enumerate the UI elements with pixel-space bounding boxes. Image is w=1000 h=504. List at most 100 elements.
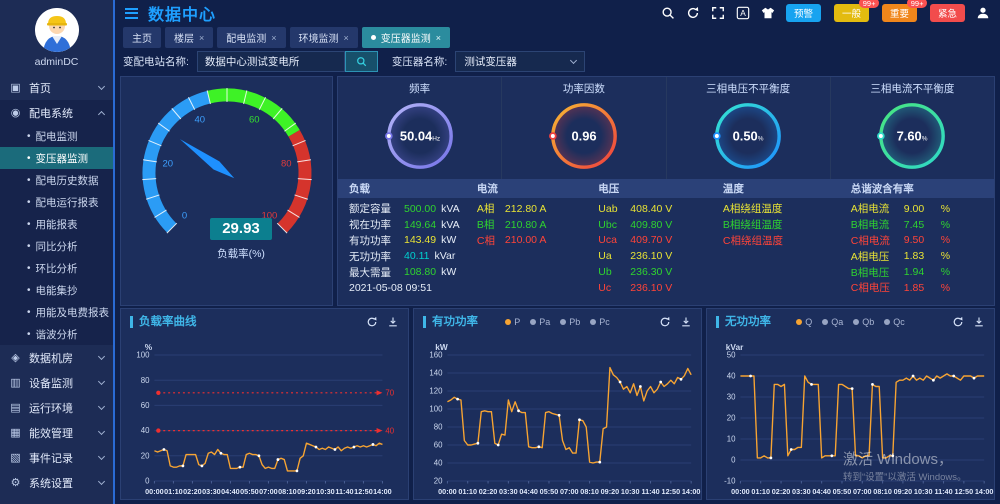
sidebar-item-home[interactable]: ▣ 首页 [0,75,113,100]
legend-item-Pc[interactable]: Pc [590,317,610,327]
ring-gauge-chart: 7.60% [877,103,946,169]
tab-主页[interactable]: 主页 [123,27,161,48]
sidebar-item-log[interactable]: ▧ 事件记录 [0,445,113,470]
alarm-badge[interactable]: 重要 99+ [881,0,927,22]
legend-item-P[interactable]: P [505,317,520,327]
table-body: 额定容量 500.00 kVA 视在功率 149.64 kVA 有功功率 143.49 kW 无功… [338,198,994,305]
menu-toggle-icon[interactable] [125,7,138,19]
svg-text:12:50: 12:50 [354,487,373,496]
ring-gauge-chart: 0.50% [713,103,781,169]
row-value: 236.10 V [630,250,673,263]
column-header: 温度 [722,183,744,195]
sidebar-subitem[interactable]: • 配电历史数据 [0,169,113,191]
sidebar-subitem[interactable]: • 配电监测 [0,125,113,147]
fullscreen-icon[interactable] [711,6,725,20]
legend-item-Qc[interactable]: Qc [884,317,905,327]
alarm-badge[interactable]: 预警 [785,4,821,22]
theme-icon[interactable] [761,6,775,20]
row-value: 1.83 [903,250,925,263]
sidebar-subitem[interactable]: • 用能及电费报表 [0,301,113,323]
sidebar-item-label: 事件记录 [29,452,73,465]
refresh-icon[interactable] [366,316,378,328]
table-row: 无功功率 40.11 kVar [349,248,466,264]
top-header: 数据中心 A 预警 一般 99+ 重要 99+ 紧急 [115,0,1000,26]
svg-text:00:00: 00:00 [731,487,750,496]
table-row: A相 212.80 A [477,201,587,217]
station-input[interactable] [196,50,345,72]
legend-dot-icon [505,319,512,325]
chevron-down-icon [97,352,106,360]
legend-item-Pb[interactable]: Pb [560,317,580,327]
transformer-select[interactable]: 测试变压器 [455,50,586,72]
row-value: 236.30 V [630,266,673,279]
svg-text:14:00: 14:00 [373,487,392,496]
alarm-badge[interactable]: 一般 99+ [833,0,879,22]
sidebar-subitem[interactable]: • 用能报表 [0,213,113,235]
sidebar-item-settings[interactable]: ⚙ 系统设置 [0,470,113,495]
table-row: Ubc 409.80 V [598,217,712,233]
chart-panel-2: 有功功率 P Pa Pb Pc 20 40 60 80 100 120 140 160 kW 00:00 01… [413,308,702,500]
tab-label: 变压器监测 [380,34,431,45]
user-icon[interactable] [976,6,990,20]
ring-gauge-chart: 0.96 [548,103,617,169]
svg-text:07:00: 07:00 [853,487,872,496]
tab-环境监测[interactable]: 环境监测 × [289,27,358,48]
close-icon[interactable]: × [271,32,277,43]
main-area: 数据中心 A 预警 一般 99+ 重要 99+ 紧急 [115,0,1000,504]
sidebar-item-power[interactable]: ◉ 配电系统 [0,100,113,125]
download-icon[interactable] [680,316,692,328]
svg-text:04:40: 04:40 [519,487,538,496]
sidebar-subitem[interactable]: • 同比分析 [0,235,113,257]
sidebar-item-server[interactable]: ◈ 数据机房 [0,345,113,370]
svg-text:80: 80 [434,423,443,432]
badge-count: 99+ [859,0,879,8]
svg-text:0: 0 [145,477,150,486]
download-icon[interactable] [387,316,399,328]
sidebar-subitem[interactable]: • 电能集抄 [0,279,113,301]
close-icon[interactable]: × [199,32,205,43]
search-icon[interactable] [661,6,675,20]
table-column: 额定容量 500.00 kVA 视在功率 149.64 kVA 有功功率 143.49 kW 无功… [338,201,466,305]
legend-item-Qa[interactable]: Qa [822,317,843,327]
station-search-button[interactable] [344,50,378,72]
svg-text:10:30: 10:30 [316,487,335,496]
row-value: 143.49 [404,234,437,247]
tab-楼层[interactable]: 楼层 × [165,27,214,48]
badge-label: 预警 [793,9,813,20]
sidebar-item-env[interactable]: ▤ 运行环境 [0,395,113,420]
power-icon: ◉ [10,107,21,119]
alarm-badge[interactable]: 紧急 [929,4,965,22]
refresh-icon[interactable] [659,316,671,328]
sidebar-subitem[interactable]: • 谐波分析 [0,323,113,345]
user-profile[interactable]: adminDC [0,0,113,75]
row-value: 40.11 [404,250,430,263]
legend-dot-icon [590,319,597,325]
sidebar-subitem[interactable]: • 环比分析 [0,257,113,279]
legend-item-Qb[interactable]: Qb [853,317,874,327]
sidebar-item-device[interactable]: ▥ 设备监测 [0,370,113,395]
bullet-icon: • [27,130,31,142]
svg-text:04:40: 04:40 [221,487,240,496]
refresh-icon[interactable] [686,6,700,20]
sidebar-item-energy[interactable]: ▦ 能效管理 [0,420,113,445]
row-unit: % [940,266,951,279]
legend-item-Q[interactable]: Q [796,317,812,327]
legend-item-Pa[interactable]: Pa [530,317,550,327]
sidebar-subitem-label: 同比分析 [35,240,78,253]
close-icon[interactable]: × [343,32,349,43]
refresh-icon[interactable] [952,316,964,328]
sidebar-subitem[interactable]: • 变压器监测 [0,147,113,169]
svg-text:0: 0 [182,210,187,221]
language-icon[interactable]: A [736,6,750,20]
close-icon[interactable]: × [435,32,442,43]
chevron-down-icon [97,427,106,435]
tab-配电监测[interactable]: 配电监测 × [217,27,286,48]
row-unit: kW [441,266,457,279]
svg-text:08:10: 08:10 [580,487,599,496]
svg-text:20: 20 [141,451,150,460]
tab-变压器监测[interactable]: 变压器监测 × [361,27,451,48]
column-header: 电流 [476,183,498,195]
svg-text:10: 10 [727,435,736,444]
sidebar-subitem[interactable]: • 配电运行报表 [0,191,113,213]
download-icon[interactable] [973,316,985,328]
